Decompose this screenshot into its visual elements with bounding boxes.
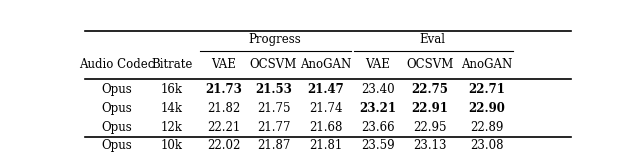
Text: 16k: 16k (161, 83, 183, 96)
Text: 23.21: 23.21 (359, 102, 396, 115)
Text: 23.59: 23.59 (361, 139, 394, 152)
Text: 23.40: 23.40 (361, 83, 394, 96)
Text: 21.82: 21.82 (207, 102, 241, 115)
Text: 21.75: 21.75 (257, 102, 290, 115)
Text: 14k: 14k (161, 102, 183, 115)
Text: OCSVM: OCSVM (250, 58, 297, 71)
Text: 21.87: 21.87 (257, 139, 290, 152)
Text: Audio Codec: Audio Codec (79, 58, 155, 71)
Text: 22.95: 22.95 (413, 121, 447, 134)
Text: 22.90: 22.90 (468, 102, 505, 115)
Text: Bitrate: Bitrate (151, 58, 193, 71)
Text: 21.68: 21.68 (309, 121, 342, 134)
Text: Progress: Progress (248, 33, 301, 46)
Text: 21.81: 21.81 (309, 139, 342, 152)
Text: 21.53: 21.53 (255, 83, 292, 96)
Text: 22.91: 22.91 (412, 102, 448, 115)
Text: 21.77: 21.77 (257, 121, 290, 134)
Text: 22.71: 22.71 (468, 83, 505, 96)
Text: 21.74: 21.74 (308, 102, 342, 115)
Text: 21.73: 21.73 (205, 83, 243, 96)
Text: 22.21: 22.21 (207, 121, 241, 134)
Text: 23.13: 23.13 (413, 139, 447, 152)
Text: 22.75: 22.75 (412, 83, 448, 96)
Text: VAE: VAE (365, 58, 390, 71)
Text: Eval: Eval (419, 33, 445, 46)
Text: 23.66: 23.66 (361, 121, 394, 134)
Text: 22.02: 22.02 (207, 139, 241, 152)
Text: 21.47: 21.47 (307, 83, 344, 96)
Text: VAE: VAE (211, 58, 236, 71)
Text: Opus: Opus (102, 139, 132, 152)
Text: 12k: 12k (161, 121, 182, 134)
Text: 22.89: 22.89 (470, 121, 504, 134)
Text: 10k: 10k (161, 139, 183, 152)
Text: Opus: Opus (102, 102, 132, 115)
Text: 23.08: 23.08 (470, 139, 504, 152)
Text: Opus: Opus (102, 121, 132, 134)
Text: AnoGAN: AnoGAN (461, 58, 513, 71)
Text: OCSVM: OCSVM (406, 58, 453, 71)
Text: Opus: Opus (102, 83, 132, 96)
Text: AnoGAN: AnoGAN (300, 58, 351, 71)
